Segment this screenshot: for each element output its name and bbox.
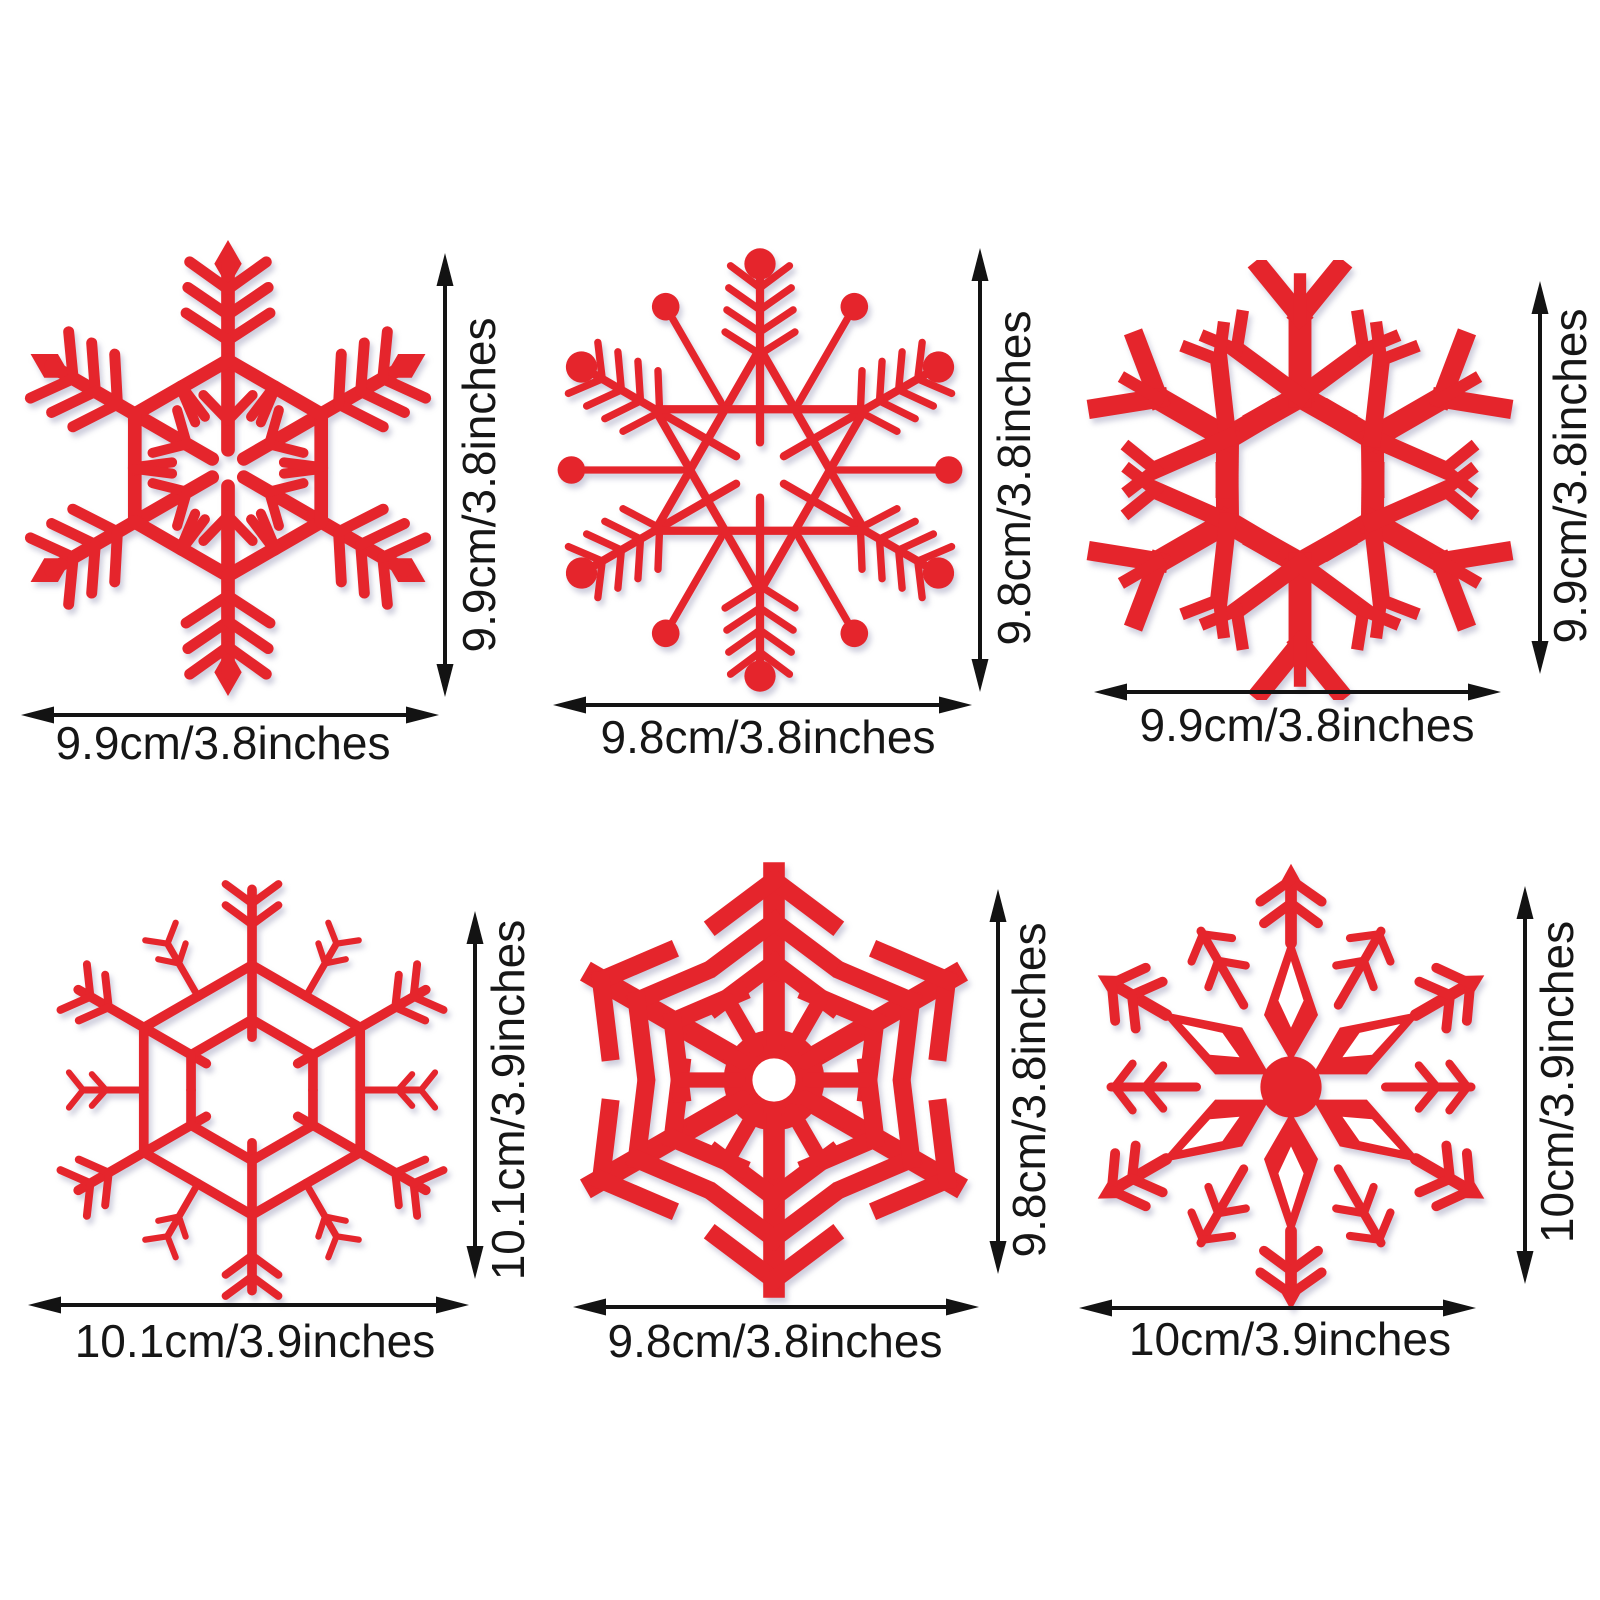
height-arrow-icon [971, 248, 989, 692]
width-label: 9.9cm/3.8inches [55, 717, 391, 769]
width-label: 9.8cm/3.8inches [607, 1315, 943, 1367]
width-arrow-icon [553, 696, 972, 714]
width-label: 9.8cm/3.8inches [600, 711, 936, 763]
height-label: 9.8cm/3.8inches [988, 310, 1040, 646]
height-arrow-icon [1516, 886, 1534, 1284]
height-arrow-icon [1531, 281, 1549, 674]
height-label: 9.9cm/3.8inches [453, 317, 505, 653]
snowflake-1-icon [0, 240, 456, 696]
snowflake-4-icon [32, 870, 472, 1310]
width-label: 10.1cm/3.9inches [74, 1315, 436, 1367]
height-label: 9.8cm/3.8inches [1003, 922, 1055, 1258]
snowflake-5-icon [549, 855, 999, 1305]
height-arrow-icon [466, 911, 484, 1279]
height-arrow-icon [436, 253, 454, 697]
height-arrow-icon [989, 889, 1007, 1274]
height-label: 10cm/3.9inches [1531, 920, 1583, 1244]
height-label: 10.1cm/3.9inches [482, 919, 534, 1281]
width-label: 9.9cm/3.8inches [1139, 699, 1475, 751]
width-arrow-icon [573, 1298, 979, 1316]
width-arrow-icon [21, 706, 439, 724]
snowflake-3-icon [1080, 260, 1520, 700]
snowflake-2-icon [530, 240, 990, 700]
height-label: 9.9cm/3.8inches [1544, 308, 1596, 644]
width-arrow-icon [1079, 1299, 1476, 1317]
snowflake-6-icon [1066, 862, 1516, 1312]
width-label: 10cm/3.9inches [1128, 1313, 1452, 1365]
width-arrow-icon [1094, 683, 1501, 701]
width-arrow-icon [28, 1296, 469, 1314]
